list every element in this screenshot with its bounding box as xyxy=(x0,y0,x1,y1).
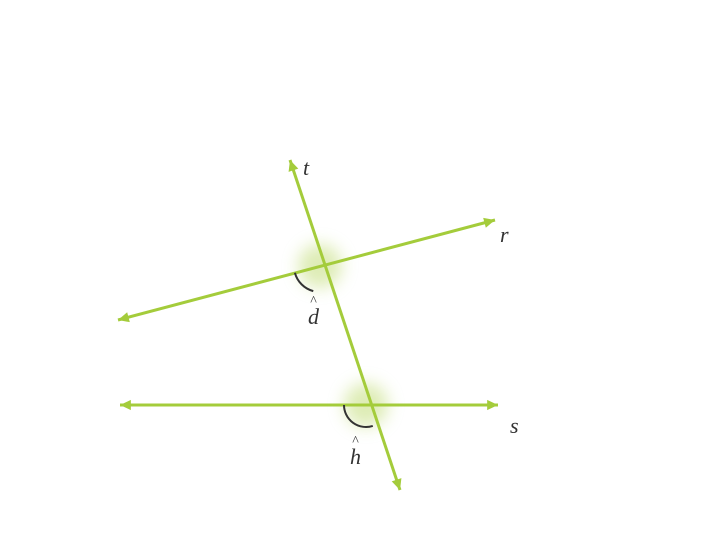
line-label-t: t xyxy=(303,155,309,181)
line-label-s: s xyxy=(510,413,519,439)
angle-label-h: ^ h xyxy=(350,440,361,470)
geometry-diagram: t r s ^ d ^ h xyxy=(0,0,725,557)
angle-label-d: ^ d xyxy=(308,300,319,330)
diagram-svg xyxy=(0,0,725,557)
line-label-r: r xyxy=(500,222,509,248)
